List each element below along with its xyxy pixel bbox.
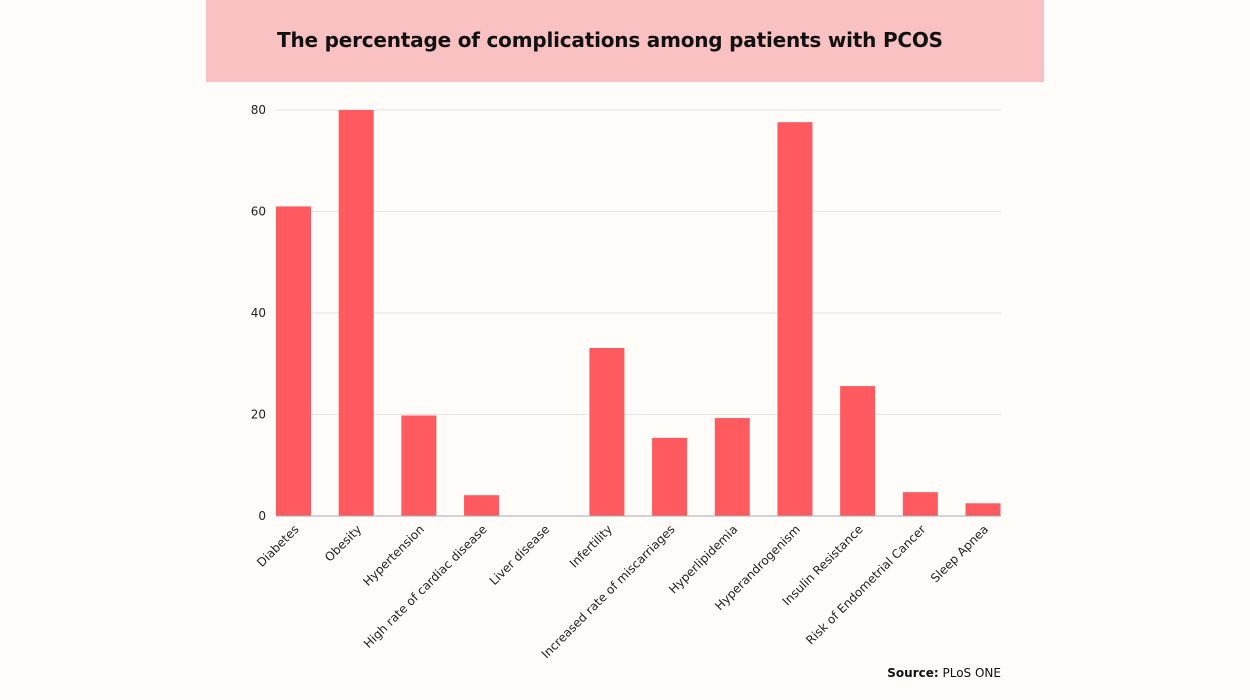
- x-tick-label: Infertility: [567, 522, 615, 570]
- source-value: PLoS ONE: [942, 666, 1002, 680]
- bar: [840, 386, 876, 516]
- bar: [965, 503, 1001, 516]
- bar: [464, 495, 500, 516]
- x-tick-label: Hypertension: [360, 522, 427, 589]
- bar: [714, 418, 750, 516]
- bar: [276, 206, 311, 517]
- x-tick-label: Risk of Endometrial Cancer: [803, 522, 928, 647]
- bar: [777, 122, 813, 517]
- x-tick-label: Obesity: [322, 522, 364, 564]
- y-tick-label: 0: [258, 509, 266, 523]
- x-tick-label: Diabetes: [254, 522, 302, 570]
- bar: [652, 437, 688, 516]
- x-tick-label: High rate of cardiac disease: [361, 522, 490, 651]
- bar: [338, 110, 374, 516]
- source-note: Source: PLoS ONE: [887, 666, 1001, 680]
- chart-title: The percentage of complications among pa…: [277, 28, 943, 52]
- y-tick-label: 40: [251, 306, 266, 320]
- y-tick-label: 80: [251, 103, 266, 117]
- bar: [589, 348, 625, 516]
- bar: [902, 492, 938, 516]
- x-tick-label: Increased rate of miscarriages: [539, 522, 678, 661]
- title-banner: The percentage of complications among pa…: [206, 0, 1044, 82]
- y-tick-label: 20: [251, 408, 266, 422]
- bar: [401, 415, 437, 516]
- x-tick-label: Liver disease: [487, 522, 553, 588]
- source-label: Source:: [887, 666, 939, 680]
- y-tick-label: 60: [251, 205, 266, 219]
- x-tick-label: Sleep Apnea: [928, 522, 991, 585]
